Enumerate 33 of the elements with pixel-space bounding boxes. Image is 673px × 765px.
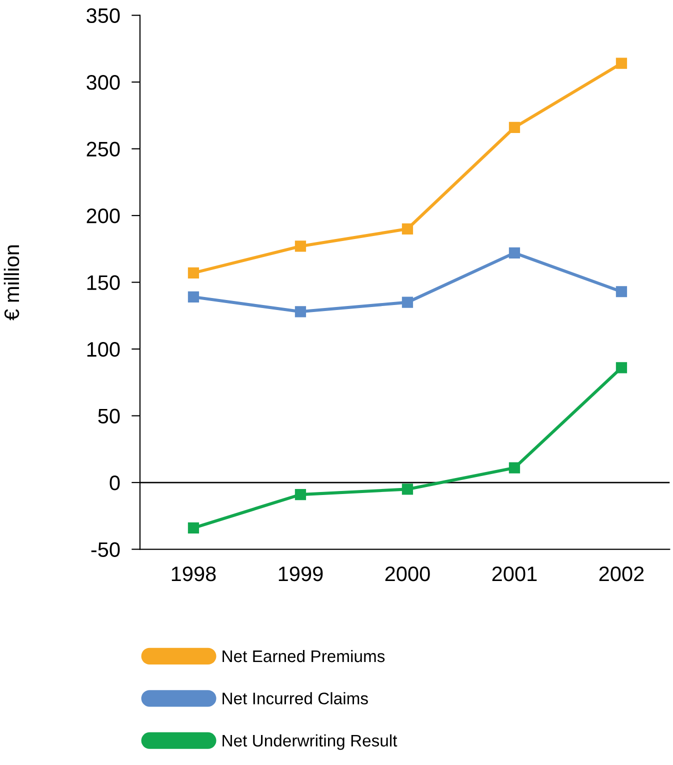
legend-label: Net Earned Premiums [222, 650, 385, 662]
point [616, 58, 628, 69]
legend-label: Net Underwriting Result [222, 734, 398, 750]
x-tick-label: 2002 [599, 566, 644, 582]
point [616, 362, 628, 374]
y-tick-label: 200 [86, 208, 120, 224]
y-tick-label: 50 [98, 408, 120, 424]
y-tick-label: 100 [87, 342, 120, 357]
y-axis-title: € million [4, 245, 20, 320]
x-tick-label: 2000 [385, 566, 430, 582]
point [294, 488, 306, 500]
point [402, 484, 414, 495]
y-tick-label: 0 [110, 476, 120, 490]
y-tick-label: 350 [86, 8, 120, 24]
y-tick-label: 150 [87, 275, 120, 290]
x-tick-label: 1999 [278, 566, 323, 582]
y-tick-label: -50 [91, 542, 120, 558]
x-tick-label: 1998 [172, 566, 216, 582]
point [294, 240, 306, 252]
point [188, 291, 200, 303]
point [188, 522, 200, 534]
y-tick-label: 300 [86, 75, 120, 90]
point [508, 247, 520, 258]
x-tick-label: 2001 [492, 566, 537, 582]
point [616, 286, 628, 298]
legend-label: Net Incurred Claims [222, 692, 368, 704]
point [294, 306, 306, 318]
point [188, 267, 200, 278]
point [508, 462, 520, 474]
point [508, 122, 520, 133]
point [402, 296, 414, 308]
point [402, 223, 414, 234]
y-tick-label: 250 [86, 142, 120, 157]
